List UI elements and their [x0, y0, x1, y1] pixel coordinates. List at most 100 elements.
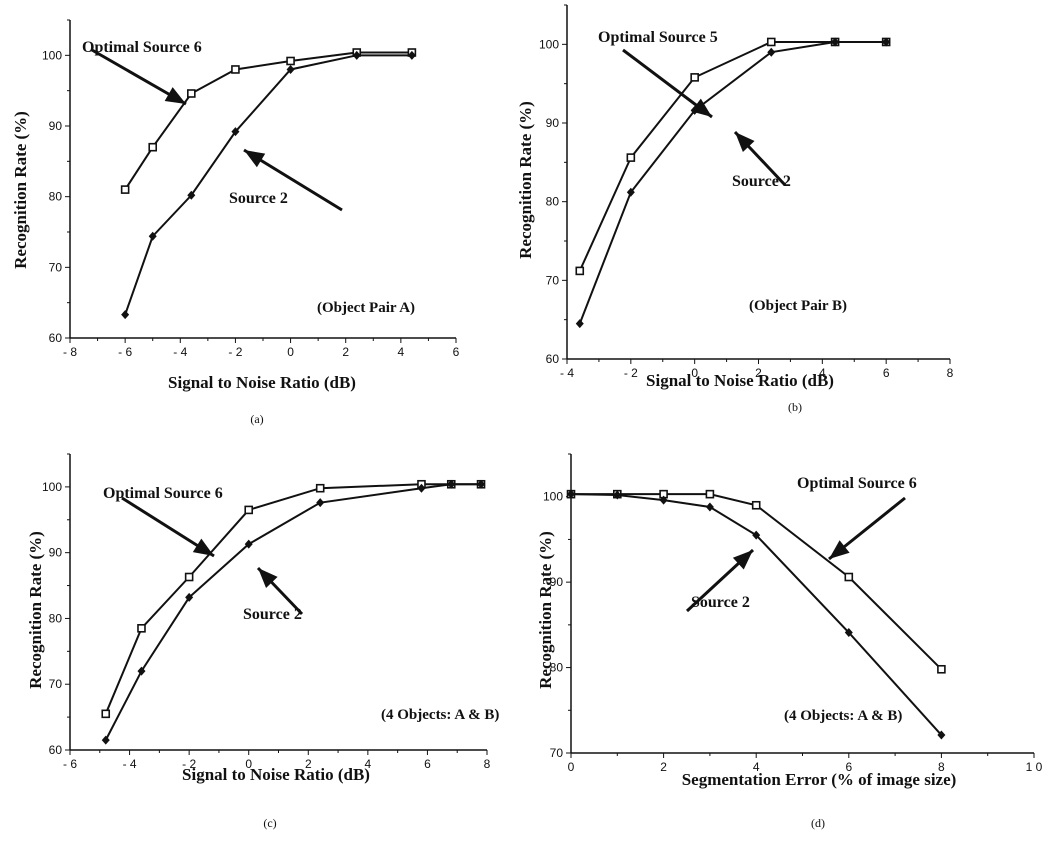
x-tick-label: - 6 — [63, 757, 77, 771]
data-point-square — [690, 73, 699, 82]
y-tick-label: 80 — [550, 661, 564, 675]
x-tick-label: 0 — [691, 366, 698, 380]
x-tick-label: - 2 — [228, 345, 242, 359]
series-label: Source 2 — [229, 190, 288, 207]
data-point-diamond — [231, 127, 240, 137]
data-point-diamond — [659, 495, 668, 505]
x-tick-label: 2 — [305, 757, 312, 771]
y-axis-label: Recognition Rate (%) — [11, 111, 30, 269]
subfigure-label: (a) — [250, 412, 263, 426]
data-point-square — [120, 185, 130, 194]
data-point-diamond — [844, 628, 853, 638]
y-axis-label: Recognition Rate (%) — [26, 531, 45, 689]
chart-a: - 8 - 6 - 4 - 2 0 2 4 6 60 70 80 90 100 Recognition R… — [11, 19, 460, 426]
x-tick-label: 4 — [819, 366, 826, 380]
x-tick-label: 8 — [947, 366, 954, 380]
y-tick-label: 100 — [42, 48, 62, 62]
series-label: Source 2 — [732, 173, 791, 190]
series-arrow-1-head — [732, 550, 753, 570]
series-label: Optimal Source 6 — [797, 475, 917, 492]
x-axis-label: Signal to Noise Ratio (dB) — [182, 765, 370, 784]
x-tick-label: 0 — [568, 760, 575, 774]
data-point-diamond — [752, 530, 761, 540]
y-tick-label: 70 — [49, 260, 63, 274]
series-arrow-0-head — [829, 540, 850, 559]
data-point-square — [148, 142, 158, 152]
y-tick-label: 80 — [546, 195, 560, 209]
data-point-diamond — [244, 539, 253, 549]
data-point-square — [937, 664, 946, 674]
y-tick-label: 90 — [49, 119, 63, 133]
series-line-0 — [571, 493, 943, 670]
data-point-diamond — [937, 730, 946, 740]
x-tick-label: 8 — [484, 757, 491, 771]
data-point-diamond — [626, 187, 635, 197]
y-tick-label: 80 — [49, 611, 63, 625]
x-tick-label: 6 — [883, 366, 890, 380]
x-tick-label: 0 — [287, 345, 294, 359]
data-point-diamond — [831, 37, 840, 47]
y-tick-label: 100 — [42, 480, 62, 494]
data-point-diamond — [447, 479, 456, 489]
data-point-diamond — [352, 50, 361, 60]
x-tick-label: 6 — [453, 345, 460, 359]
data-point-square — [184, 572, 194, 582]
data-point-diamond — [567, 489, 575, 499]
data-point-square — [315, 483, 325, 493]
panel-annotation: (Object Pair B) — [749, 298, 847, 314]
data-point-square — [187, 89, 196, 98]
data-point-square — [705, 489, 715, 499]
x-axis-label: Signal to Noise Ratio (dB) — [646, 371, 834, 390]
data-point-diamond — [407, 50, 416, 60]
series-line-1 — [104, 483, 482, 741]
x-tick-label: 4 — [365, 757, 372, 771]
x-tick-label: 1 0 — [1026, 760, 1043, 774]
x-tick-label: - 4 — [560, 366, 574, 380]
x-tick-label: 6 — [424, 757, 431, 771]
data-point-diamond — [316, 498, 325, 508]
data-point-diamond — [575, 319, 584, 329]
series-arrow-1-head — [735, 132, 755, 153]
x-tick-label: - 4 — [123, 757, 137, 771]
series-line-1 — [578, 40, 887, 324]
data-point-diamond — [137, 666, 146, 676]
x-tick-label: - 2 — [624, 366, 638, 380]
series-line-0 — [578, 40, 887, 272]
subfigure-label: (c) — [263, 816, 276, 830]
data-point-square — [231, 65, 240, 74]
chart-c: - 6 - 4 - 2 0 2 4 6 8 60 70 80 90 100 Recognition Rat… — [26, 453, 499, 830]
x-axis-label: Signal to Noise Ratio (dB) — [168, 373, 356, 392]
series-label: Optimal Source 5 — [598, 29, 718, 46]
y-tick-label: 60 — [49, 331, 63, 345]
series-line-0 — [124, 51, 412, 191]
x-tick-label: - 2 — [182, 757, 196, 771]
data-point-diamond — [882, 37, 891, 47]
y-axis-label: Recognition Rate (%) — [516, 101, 535, 259]
data-point-diamond — [417, 483, 426, 493]
data-point-square — [244, 505, 254, 515]
y-tick-label: 100 — [539, 37, 559, 51]
data-point-diamond — [286, 64, 295, 74]
data-point-diamond — [690, 105, 699, 115]
series-label: Optimal Source 6 — [82, 39, 202, 56]
x-tick-label: - 4 — [173, 345, 187, 359]
series-label: Optimal Source 6 — [103, 485, 223, 502]
data-point-square — [766, 37, 776, 47]
x-tick-label: 2 — [755, 366, 762, 380]
x-tick-label: 4 — [753, 760, 760, 774]
x-tick-label: - 8 — [63, 345, 77, 359]
series-arrow-0-head — [192, 538, 214, 556]
data-point-diamond — [705, 502, 714, 512]
panel-annotation: (4 Objects: A & B) — [784, 708, 902, 724]
data-point-diamond — [477, 479, 486, 489]
data-point-diamond — [187, 190, 196, 200]
x-tick-label: - 6 — [118, 345, 132, 359]
series-label: Source 2 — [243, 606, 302, 623]
y-tick-label: 90 — [550, 575, 564, 589]
data-point-square — [137, 624, 146, 633]
x-tick-label: 2 — [660, 760, 667, 774]
y-tick-label: 70 — [49, 677, 63, 691]
data-point-diamond — [185, 592, 194, 602]
series-arrow-1-head — [258, 568, 278, 588]
